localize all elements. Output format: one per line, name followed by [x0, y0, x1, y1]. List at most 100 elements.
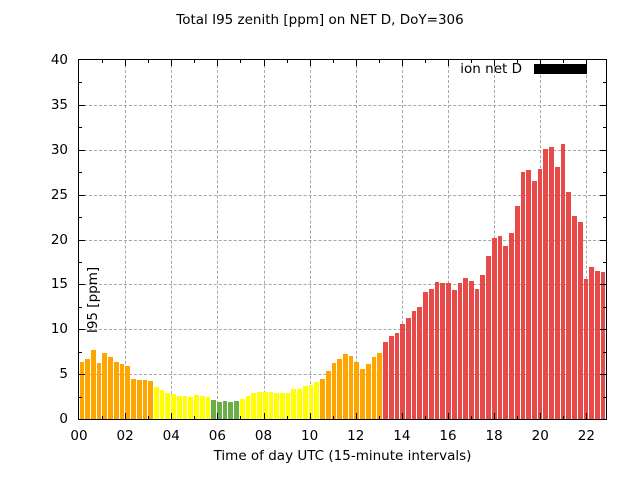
y-tick-right-10	[600, 329, 606, 331]
bar-10:45	[325, 371, 331, 419]
bar-18:00	[491, 237, 497, 419]
y-tick-left-15	[79, 284, 85, 286]
gridline-y-20	[79, 239, 606, 241]
bar-11:30	[343, 354, 348, 419]
bar-04:45	[188, 397, 194, 419]
plot-area: ion net D I95 [ppm]	[78, 59, 607, 420]
bar-05:00	[194, 394, 199, 419]
y-tick-label-25: 25	[50, 186, 68, 203]
gridline-y-25	[79, 194, 606, 196]
x-tick-top-11	[332, 60, 334, 63]
bar-15:45	[440, 283, 446, 419]
x-tick-bottom-20	[540, 413, 542, 419]
bar-10:00	[308, 384, 314, 419]
bar-13:45	[394, 332, 400, 419]
x-tick-top-15	[424, 60, 426, 63]
bar-17:45	[486, 255, 491, 419]
y-tick-left-25	[79, 194, 85, 196]
bar-02:00	[125, 366, 131, 419]
y-tick-left-30	[79, 149, 85, 151]
bar-12:15	[360, 368, 365, 419]
bar-11:15	[337, 358, 342, 419]
y-tick-left-37.5	[79, 82, 82, 84]
bar-19:00	[514, 206, 520, 419]
bar-08:45	[279, 392, 285, 419]
x-tick-bottom-4	[171, 413, 173, 419]
x-tick-bottom-16	[448, 413, 449, 419]
y-tick-right-17.5	[603, 261, 606, 263]
bar-21:00	[560, 144, 566, 419]
gridline-x-10	[309, 60, 311, 419]
x-tick-top-19	[517, 60, 519, 63]
bar-13:15	[383, 341, 388, 419]
y-tick-right-7.5	[603, 351, 606, 353]
bar-11:45	[348, 356, 354, 419]
bar-15:15	[428, 288, 434, 419]
bar-08:30	[274, 392, 279, 419]
x-tick-top-9	[286, 60, 288, 63]
x-tick-bottom-5	[194, 416, 196, 419]
y-tick-left-12.5	[79, 306, 82, 308]
bar-16:45	[463, 278, 468, 419]
x-tick-bottom-6	[217, 413, 219, 419]
bar-00:45	[96, 363, 102, 419]
y-tick-label-0: 0	[59, 411, 68, 427]
bar-03:45	[165, 392, 171, 419]
bar-15:00	[423, 291, 428, 419]
bar-00:15	[85, 358, 90, 419]
y-tick-label-40: 40	[50, 52, 68, 68]
x-tick-bottom-12	[355, 413, 357, 419]
x-tick-top-2	[125, 60, 127, 66]
y-tick-left-2.5	[79, 396, 82, 398]
x-tick-bottom-3	[148, 416, 150, 419]
x-tick-bottom-13	[378, 416, 380, 419]
x-tick-label-12: 12	[347, 428, 365, 444]
bar-19:30	[526, 170, 532, 419]
x-tick-label-16: 16	[439, 428, 457, 444]
x-tick-top-12	[355, 60, 357, 66]
x-tick-bottom-18	[494, 413, 496, 419]
bar-14:00	[400, 323, 405, 419]
bar-17:15	[474, 288, 480, 419]
legend-swatch	[534, 64, 587, 74]
x-tick-bottom-19	[517, 416, 519, 419]
bar-06:15	[222, 401, 228, 419]
bar-07:15	[245, 395, 251, 419]
bar-12:00	[354, 362, 360, 419]
bar-03:00	[148, 381, 153, 419]
bar-09:45	[302, 385, 308, 419]
gridline-y-35	[79, 104, 606, 106]
y-tick-left-27.5	[79, 172, 82, 174]
x-tick-bottom-10	[309, 413, 311, 419]
x-tick-bottom-15	[424, 416, 426, 419]
bar-01:30	[113, 361, 119, 419]
y-tick-label-30: 30	[50, 141, 68, 158]
gridline-y-30	[79, 149, 606, 151]
x-tick-label-00: 00	[70, 428, 88, 444]
x-tick-top-21	[563, 60, 565, 63]
y-tick-label-15: 15	[50, 276, 68, 293]
x-tick-bottom-11	[332, 416, 334, 419]
gridline-x-6	[217, 60, 219, 419]
x-tick-top-7	[240, 60, 242, 63]
bar-16:00	[446, 283, 451, 419]
y-tick-left-20	[79, 239, 85, 241]
x-tick-bottom-7	[240, 416, 242, 419]
bar-06:00	[216, 401, 222, 419]
bar-10:30	[320, 378, 325, 419]
gridline-x-4	[171, 60, 173, 419]
y-tick-left-5	[79, 374, 85, 376]
bar-21:30	[572, 216, 577, 419]
gridline-x-12	[355, 60, 357, 419]
bar-00:00	[79, 362, 85, 419]
x-tick-top-13	[378, 60, 380, 63]
x-tick-top-6	[217, 60, 219, 66]
gridline-x-14	[401, 60, 403, 419]
bar-08:00	[262, 392, 268, 419]
bar-12:30	[365, 364, 371, 419]
y-tick-right-25	[600, 194, 606, 196]
x-tick-top-18	[494, 60, 496, 66]
x-tick-top-1	[102, 60, 104, 63]
bar-21:15	[566, 191, 572, 419]
bar-20:45	[554, 166, 560, 419]
